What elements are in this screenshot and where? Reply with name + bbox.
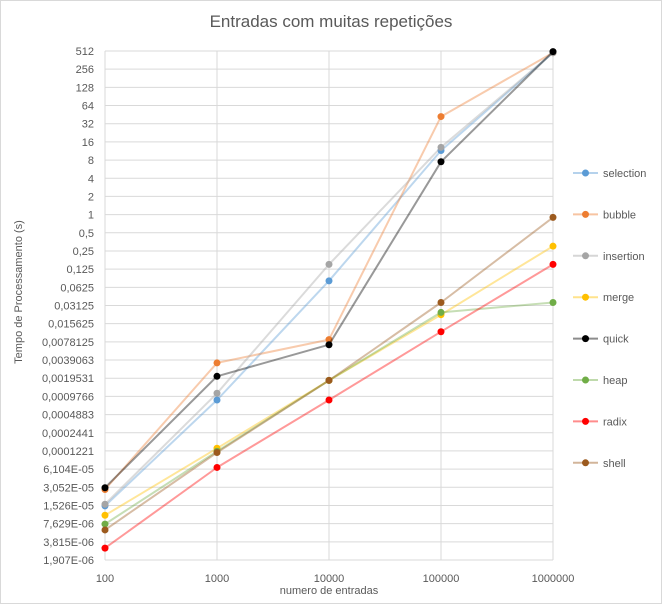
data-point-radix [549,260,557,268]
legend-marker-merge [582,293,589,301]
x-tick-label: 10000 [314,573,345,585]
data-point-radix [437,328,445,336]
data-point-selection [325,277,333,285]
y-tick-label: 0,25 [73,246,94,258]
legend-marker-heap [582,376,589,384]
y-tick-label: 0,0625 [60,282,94,294]
y-tick-label: 32 [82,119,94,131]
legend-label-insertion: insertion [603,251,645,263]
data-point-merge [549,242,557,250]
y-tick-label: 0,0019531 [42,373,94,385]
data-point-quick [549,48,557,56]
y-tick-label: 0,0039063 [42,355,94,367]
y-tick-labels: 512 256 128 64 32 16 8 4 2 1 0,5 0,25 0,125 0,0625 0,0… [42,46,94,567]
data-point-heap [549,299,557,307]
y-tick-label: 64 [82,101,94,113]
data-point-insertion [101,500,109,508]
legend-marker-shell [582,459,589,467]
y-tick-label: 16 [82,137,94,149]
data-point-quick [213,372,221,380]
x-tick-label: 1000000 [532,573,575,585]
x-tick-label: 1000 [205,573,229,585]
legend-marker-quick [582,335,589,343]
y-tick-label: 0,0078125 [42,337,94,349]
data-point-shell [549,213,557,221]
y-tick-label: 3,052E-05 [43,482,94,494]
data-point-insertion [325,260,333,268]
y-tick-label: 0,125 [66,264,94,276]
x-tick-label: 100000 [423,573,460,585]
chart-title: Entradas com muitas repetições [210,12,453,31]
data-point-shell [325,376,333,384]
y-tick-label: 3,815E-06 [43,537,94,549]
data-point-radix [213,463,221,471]
y-tick-label: 0,0004883 [42,410,94,422]
x-tick-labels: 100 1000 10000 100000 1000000 [96,573,575,585]
series-lines [101,48,557,552]
data-point-bubble [325,336,333,344]
y-tick-label: 0,5 [79,228,94,240]
legend-label-merge: merge [603,292,634,304]
legend-marker-bubble [582,210,589,218]
data-point-radix [101,544,109,552]
legend-label-radix: radix [603,416,627,428]
y-tick-label: 6,104E-05 [43,464,94,476]
y-tick-label: 256 [76,64,94,76]
data-point-insertion [437,143,445,151]
legend-marker-selection [582,169,589,177]
data-point-heap [437,308,445,316]
y-tick-label: 2 [88,191,94,203]
data-point-bubble [213,359,221,367]
x-axis-label: numero de entradas [280,585,379,597]
data-point-quick [325,341,333,349]
legend-label-selection: selection [603,168,646,180]
data-point-merge [101,511,109,519]
legend: selection bubble insertion merge quick heap ra… [573,168,646,470]
data-point-bubble [437,113,445,121]
data-point-radix [325,396,333,404]
y-tick-label: 0,03125 [54,301,94,313]
legend-label-shell: shell [603,458,626,470]
y-tick-label: 1,526E-05 [43,500,94,512]
legend-label-bubble: bubble [603,209,636,221]
legend-marker-radix [582,417,589,425]
data-point-shell [213,448,221,456]
y-tick-label: 7,629E-06 [43,519,94,531]
y-tick-label: 0,015625 [48,319,94,331]
data-point-insertion [213,389,221,397]
data-point-quick [101,484,109,492]
y-tick-label: 512 [76,46,94,58]
data-point-quick [437,158,445,166]
legend-marker-insertion [582,252,589,260]
y-tick-label: 1,907E-06 [43,555,94,567]
data-point-shell [101,526,109,534]
y-tick-label: 8 [88,155,94,167]
y-tick-label: 4 [88,173,94,185]
legend-label-quick: quick [603,334,629,346]
y-tick-label: 0,0002441 [42,428,94,440]
legend-label-heap: heap [603,375,627,387]
y-tick-label: 128 [76,82,94,94]
data-point-shell [437,299,445,307]
y-axis-label: Tempo de Processamento (s) [13,220,25,364]
data-point-heap [101,520,109,528]
data-point-selection [213,396,221,404]
y-tick-label: 0,0001221 [42,446,94,458]
y-tick-label: 1 [88,210,94,222]
x-tick-label: 100 [96,573,114,585]
y-tick-label: 0,0009766 [42,391,94,403]
